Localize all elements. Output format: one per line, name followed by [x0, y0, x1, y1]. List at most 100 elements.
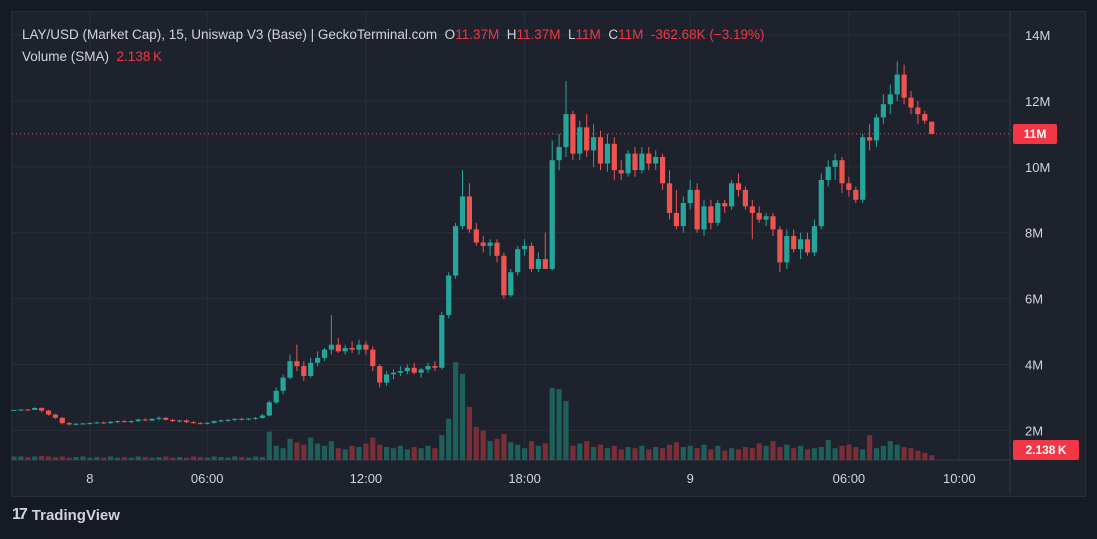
candle-body	[929, 121, 935, 134]
volume-bar	[880, 445, 886, 460]
volume-bar	[390, 448, 397, 460]
candle-body	[45, 410, 52, 415]
candle-body	[687, 189, 693, 204]
y-tick-label: 2M	[1025, 423, 1043, 438]
candle-body	[777, 229, 783, 263]
volume-bar	[625, 447, 631, 460]
volume-bar	[639, 445, 645, 460]
tradingview-logo[interactable]: 17 TradingView	[12, 506, 120, 524]
volume-bar	[929, 455, 935, 460]
volume-bar	[45, 456, 52, 460]
close-value: 11M	[618, 27, 644, 42]
volume-bar	[853, 447, 859, 460]
candle-body	[25, 409, 31, 411]
volume-bar	[611, 445, 617, 460]
volume-bar	[480, 430, 486, 460]
candle-body	[735, 183, 742, 190]
volume-bar	[777, 447, 783, 460]
symbol-title[interactable]: LAY/USD (Market Cap), 15, Uniswap V3 (Ba…	[22, 27, 438, 42]
brand-name: TradingView	[31, 506, 120, 524]
candle-body	[142, 419, 148, 421]
candle-body	[694, 189, 700, 230]
volume-label[interactable]: Volume (SMA)	[22, 49, 110, 64]
volume-bar	[563, 401, 569, 460]
candle-body	[701, 206, 707, 230]
candle-body	[873, 117, 880, 141]
candle-body	[604, 143, 610, 164]
volume-bar	[887, 441, 893, 460]
volume-bar	[377, 444, 383, 460]
volume-bar	[784, 444, 790, 460]
volume-bar	[742, 447, 748, 460]
candle-body	[170, 419, 176, 422]
candle-body	[149, 418, 155, 421]
candle-body	[729, 183, 735, 207]
volume-bar	[591, 447, 597, 460]
candle-body	[446, 275, 452, 316]
volume-bar	[163, 456, 169, 460]
volume-bar	[804, 449, 811, 460]
candle-body	[73, 423, 79, 425]
candle-body	[66, 423, 72, 425]
candle-body	[128, 421, 134, 423]
candle-body	[922, 114, 928, 121]
candle-body	[853, 189, 859, 200]
close-label: C	[608, 27, 619, 42]
candle-body	[259, 415, 265, 418]
candle-body	[570, 114, 576, 154]
candle-body	[715, 203, 721, 223]
volume-bar	[404, 449, 410, 460]
volume-bar	[418, 448, 424, 460]
candle-body	[211, 421, 217, 423]
volume-bar	[335, 448, 341, 460]
chart-panel[interactable]	[11, 11, 1086, 497]
x-tick-label: 8	[86, 471, 93, 486]
candle-body	[860, 137, 866, 200]
volume-bar	[473, 426, 479, 460]
candle-body	[114, 421, 121, 423]
candle-body	[535, 259, 541, 269]
volume-tag: 2.138 K	[1013, 440, 1079, 460]
candle-body	[494, 242, 500, 256]
open-label: O	[444, 27, 456, 42]
candle-body	[680, 203, 686, 227]
volume-bar	[301, 444, 307, 460]
candle-body	[135, 419, 141, 422]
volume-bar	[791, 448, 797, 460]
candle-body	[321, 349, 328, 358]
volume-bar	[818, 447, 824, 460]
candle-body	[315, 357, 321, 363]
candle-body	[770, 216, 776, 230]
candle-body	[473, 229, 479, 243]
candle-body	[87, 423, 93, 425]
candle-body	[459, 196, 466, 227]
volume-bar	[597, 444, 604, 460]
volume-bar	[860, 449, 866, 460]
candle-body	[204, 422, 210, 424]
volume-bar	[508, 442, 514, 460]
volume-bar	[246, 457, 252, 460]
candle-body	[252, 417, 259, 419]
volume-value: 2.138 K	[116, 49, 163, 64]
y-tick-label: 6M	[1025, 292, 1043, 307]
candle-body	[880, 104, 886, 118]
candle-body	[287, 361, 293, 378]
candle-body	[591, 137, 597, 151]
volume-bar	[846, 444, 852, 460]
high-value: 11.37M	[516, 27, 561, 42]
candle-body	[190, 422, 196, 424]
candle-body	[508, 272, 514, 296]
candle-body	[108, 421, 114, 424]
candle-body	[646, 153, 652, 164]
candle-body	[335, 344, 341, 352]
candle-body	[625, 153, 631, 174]
candle-body	[742, 189, 748, 207]
x-tick-label: 06:00	[191, 471, 224, 486]
volume-bar	[315, 443, 321, 460]
volume-bar	[432, 448, 438, 460]
volume-bar	[94, 457, 100, 460]
volume-bar	[108, 456, 114, 460]
volume-bar	[549, 388, 555, 460]
